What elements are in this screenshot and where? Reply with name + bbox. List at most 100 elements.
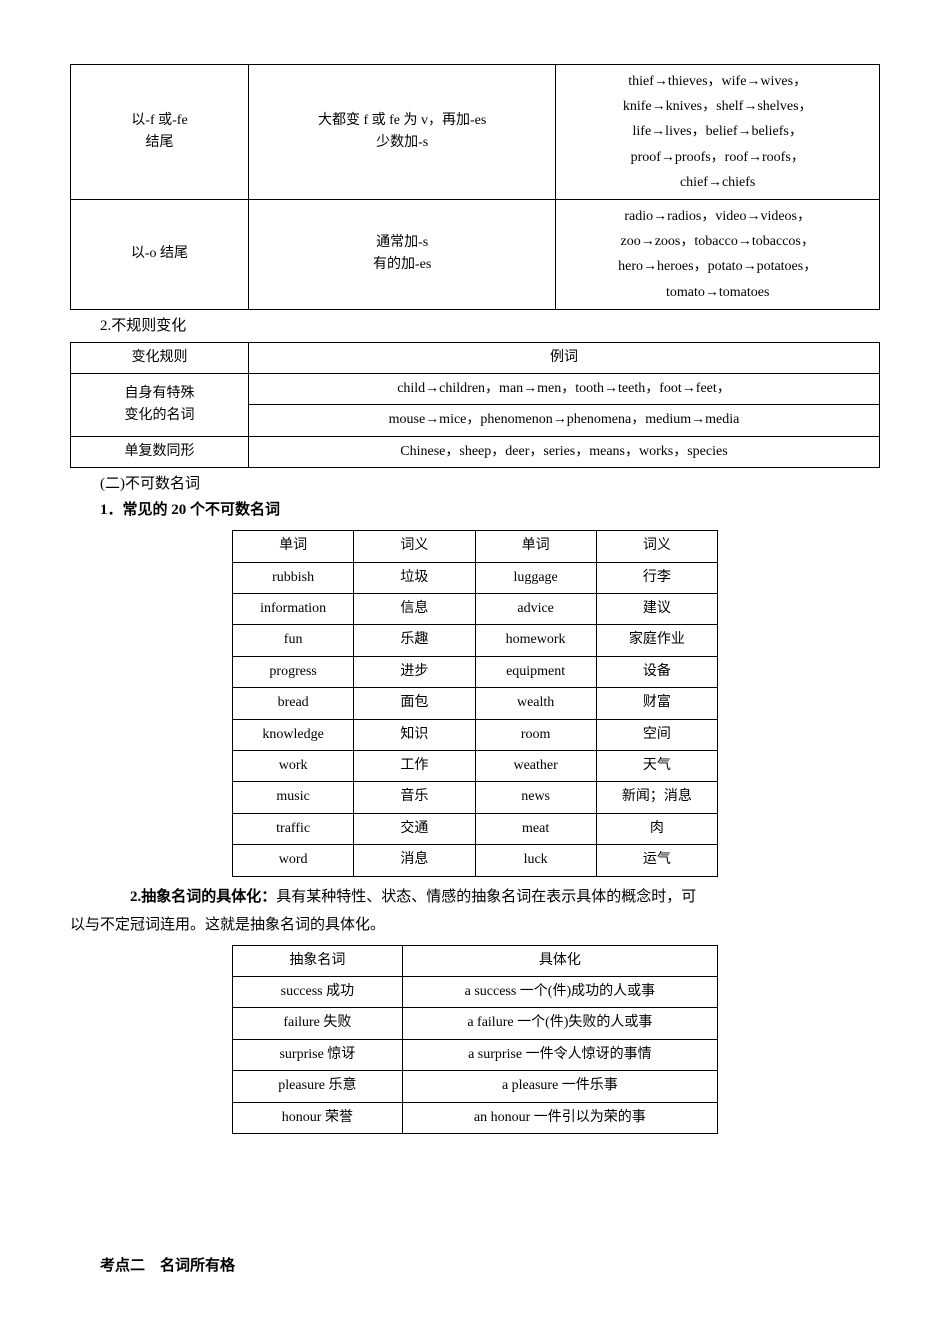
text: knife→knives，shelf→shelves， [564,94,871,119]
table-row: progress进步equipment设备 [233,656,718,687]
cell: traffic [233,813,354,844]
cell: room [475,719,596,750]
cell: 面包 [354,688,475,719]
table-uncountable-nouns: 单词 词义 单词 词义 rubbish垃圾luggage行李 informati… [232,530,718,876]
cell-examples: radio→radios，video→videos， zoo→zoos，toba… [556,199,880,309]
cell-examples: Chinese，sheep，deer，series，means，works，sp… [248,436,879,467]
table-plural-rules: 以-f 或-fe 结尾 大都变 f 或 fe 为 v，再加-es 少数加-s t… [70,64,880,310]
cell: information [233,594,354,625]
cell: 运气 [596,845,717,876]
table-row: fun乐趣homework家庭作业 [233,625,718,656]
text: 有的加-es [257,254,547,276]
cell-examples: mouse→mice，phenomenon→phenomena，medium→m… [248,405,879,436]
cell: 肉 [596,813,717,844]
cell: word [233,845,354,876]
table-row: failure 失败a failure 一个(件)失败的人或事 [233,1008,718,1039]
table-irregular-rules: 变化规则 例词 自身有特殊 变化的名词 child→children，man→m… [70,342,880,469]
table-row: surprise 惊讶a surprise 一件令人惊讶的事情 [233,1039,718,1070]
text: 通常加-s [257,232,547,254]
cell: equipment [475,656,596,687]
abstract-paragraph-line2: 以与不定冠词连用。这就是抽象名词的具体化。 [70,913,880,937]
cell: pleasure 乐意 [233,1071,403,1102]
table-row: traffic交通meat肉 [233,813,718,844]
table-row: 以-o 结尾 通常加-s 有的加-es radio→radios，video→v… [71,199,880,309]
table-row: bread面包wealth财富 [233,688,718,719]
text: life→lives，belief→beliefs， [564,119,871,144]
header-cell: 例词 [248,342,879,373]
text: 以-f 或-fe [79,110,240,132]
text: tomato→tomatoes [564,280,871,305]
table-row: 以-f 或-fe 结尾 大都变 f 或 fe 为 v，再加-es 少数加-s t… [71,65,880,200]
cell-examples: thief→thieves，wife→wives， knife→knives，s… [556,65,880,200]
cell: 空间 [596,719,717,750]
cell: work [233,750,354,781]
cell: 建议 [596,594,717,625]
heading-common20: 1．常见的 20 个不可数名词 [70,498,880,522]
text: thief→thieves，wife→wives， [564,69,871,94]
cell: luck [475,845,596,876]
cell: success 成功 [233,976,403,1007]
text: proof→proofs，roof→roofs， [564,145,871,170]
cell: music [233,782,354,813]
cell: failure 失败 [233,1008,403,1039]
cell: surprise 惊讶 [233,1039,403,1070]
cell: 垃圾 [354,562,475,593]
cell: an honour 一件引以为荣的事 [402,1102,717,1133]
table-abstract-concrete: 抽象名词 具体化 success 成功a success 一个(件)成功的人或事… [232,945,718,1134]
table-row: work工作weather天气 [233,750,718,781]
cell: 消息 [354,845,475,876]
cell-rule: 单复数同形 [71,436,249,467]
cell: 乐趣 [354,625,475,656]
cell-rule: 通常加-s 有的加-es [248,199,555,309]
table-row: information信息advice建议 [233,594,718,625]
header-cell: 抽象名词 [233,945,403,976]
text: 大都变 f 或 fe 为 v，再加-es [257,110,547,132]
table-row: rubbish垃圾luggage行李 [233,562,718,593]
text: 少数加-s [257,132,547,154]
cell: 进步 [354,656,475,687]
cell: homework [475,625,596,656]
cell: knowledge [233,719,354,750]
cell: 交通 [354,813,475,844]
cell-rule: 自身有特殊 变化的名词 [71,374,249,437]
text: hero→heroes，potato→potatoes， [564,254,871,279]
cell: a failure 一个(件)失败的人或事 [402,1008,717,1039]
cell-ending: 以-f 或-fe 结尾 [71,65,249,200]
text: chief→chiefs [564,170,871,195]
text-bold: 2.抽象名词的具体化： [130,889,276,905]
cell: 音乐 [354,782,475,813]
cell: 工作 [354,750,475,781]
text: 自身有特殊 [79,383,240,405]
text: 具有某种特性、状态、情感的抽象名词在表示具体的概念时，可 [276,889,696,905]
heading-irregular: 2.不规则变化 [70,314,880,338]
cell: news [475,782,596,813]
table-row: knowledge知识room空间 [233,719,718,750]
cell-ending: 以-o 结尾 [71,199,249,309]
cell: honour 荣誉 [233,1102,403,1133]
table-row: honour 荣誉an honour 一件引以为荣的事 [233,1102,718,1133]
cell: meat [475,813,596,844]
table-row: word消息luck运气 [233,845,718,876]
cell: 天气 [596,750,717,781]
cell: a success 一个(件)成功的人或事 [402,976,717,1007]
table-row: success 成功a success 一个(件)成功的人或事 [233,976,718,1007]
cell: 行李 [596,562,717,593]
cell: rubbish [233,562,354,593]
cell: bread [233,688,354,719]
cell: luggage [475,562,596,593]
cell-rule: 大都变 f 或 fe 为 v，再加-es 少数加-s [248,65,555,200]
header-cell: 词义 [354,531,475,562]
cell: fun [233,625,354,656]
cell: 新闻；消息 [596,782,717,813]
cell: a pleasure 一件乐事 [402,1071,717,1102]
table-row: 单词 词义 单词 词义 [233,531,718,562]
text: zoo→zoos，tobacco→tobaccos， [564,229,871,254]
table-row: 变化规则 例词 [71,342,880,373]
heading-uncountable: (二)不可数名词 [70,472,880,496]
text: 变化的名词 [79,405,240,427]
cell: 信息 [354,594,475,625]
cell-examples: child→children，man→men，tooth→teeth，foot→… [248,374,879,405]
table-row: 单复数同形 Chinese，sheep，deer，series，means，wo… [71,436,880,467]
section-title-possessive: 考点二 名词所有格 [70,1254,880,1278]
table-row: 自身有特殊 变化的名词 child→children，man→men，tooth… [71,374,880,405]
